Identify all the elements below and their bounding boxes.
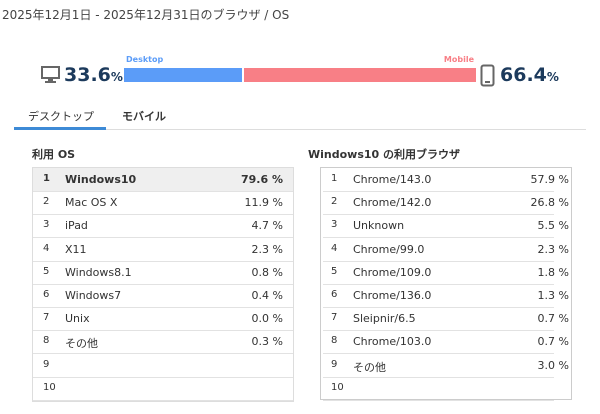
- table-row: 5 Chrome/109.0 1.8 %: [323, 261, 569, 285]
- table-row: 5 Windows8.1 0.8 %: [33, 261, 293, 285]
- rank: 1: [331, 173, 338, 184]
- desktop-label: Desktop: [126, 55, 164, 64]
- rank: 10: [43, 381, 56, 393]
- rank: 2: [43, 196, 50, 208]
- table-row: 7 Sleipnir/6.5 0.7 %: [323, 307, 569, 332]
- rank: 6: [331, 289, 338, 300]
- value: 79.6 %: [241, 173, 283, 186]
- mobile-value: 66.4: [500, 64, 547, 86]
- section-title: Windows10 の利用ブラウザ: [308, 148, 461, 161]
- rank: 3: [331, 219, 338, 231]
- rank: 8: [331, 335, 338, 347]
- name: Chrome/99.0: [353, 242, 425, 256]
- table-row: 2 Mac OS X 11.9 %: [33, 191, 293, 216]
- browser-table: 1 Chrome/143.0 57.9 % 2 Chrome/142.0 26.8 % 3 U…: [320, 167, 572, 401]
- rank: 5: [43, 265, 50, 277]
- mobile-share: 66.4%: [500, 64, 559, 86]
- table-row: 8 Chrome/103.0 0.7 %: [323, 330, 569, 355]
- name: Unknown: [353, 219, 405, 233]
- rank: 5: [331, 265, 338, 277]
- name: Windows8.1: [65, 265, 132, 279]
- rank: 7: [43, 312, 50, 324]
- name: その他: [353, 360, 386, 374]
- table-row: 3 Unknown 5.5 %: [323, 214, 569, 239]
- table-row: 7 Unix 0.0 %: [33, 307, 293, 332]
- desktop-bar: [124, 68, 242, 82]
- table-row: 1 Windows10 79.6 %: [33, 168, 293, 192]
- name: Chrome/103.0: [353, 335, 432, 349]
- value: 1.8 %: [537, 265, 569, 279]
- table-row: 4 Chrome/99.0 2.3 %: [323, 238, 569, 262]
- name: Chrome/143.0: [353, 173, 432, 186]
- desktop-share: 33.6%: [64, 64, 123, 86]
- tab-indicator: [14, 127, 106, 130]
- value: 57.9 %: [530, 173, 569, 186]
- name: Windows7: [65, 289, 122, 302]
- name: X11: [65, 242, 87, 256]
- value: 0.8 %: [251, 265, 283, 279]
- value: 0.0 %: [251, 312, 283, 326]
- rank: 4: [331, 242, 338, 254]
- value: 11.9 %: [244, 196, 283, 210]
- table-row: 6 Windows7 0.4 %: [33, 284, 293, 308]
- name: Mac OS X: [65, 196, 118, 210]
- name: Chrome/142.0: [353, 196, 432, 210]
- unit: %: [546, 70, 559, 84]
- rank: 2: [331, 196, 338, 208]
- value: 3.0 %: [537, 358, 569, 372]
- desktop-value: 33.6: [64, 64, 111, 86]
- value: 0.7 %: [537, 335, 569, 349]
- rank: 7: [331, 312, 338, 324]
- table-row: 2 Chrome/142.0 26.8 %: [323, 191, 569, 216]
- rank: 10: [331, 381, 344, 393]
- rank: 4: [43, 242, 50, 254]
- unit: %: [110, 70, 123, 84]
- mobile-label: Mobile: [443, 55, 474, 64]
- rank: 8: [43, 335, 50, 347]
- os-table: 1 Windows10 79.6 % 2 Mac OS X 11.9 % 3 iPad 4.7 …: [32, 167, 294, 402]
- table-row: 4 X11 2.3 %: [33, 238, 293, 262]
- rank: 9: [331, 358, 338, 370]
- value: 26.8 %: [530, 196, 569, 210]
- monitor-icon: [41, 66, 60, 83]
- name: Chrome/109.0: [353, 265, 432, 279]
- tab[interactable]: デスクトップ: [28, 110, 94, 123]
- value: 1.3 %: [537, 289, 569, 302]
- value: 0.4 %: [251, 289, 283, 302]
- rank: 6: [43, 289, 50, 300]
- value: 0.3 %: [251, 335, 283, 349]
- table-row: 9 その他 3.0 %: [323, 354, 569, 378]
- page-title: 2025年12月1日 - 2025年12月31日のブラウザ / OS: [2, 8, 290, 22]
- value: 2.3 %: [251, 242, 283, 256]
- name: Unix: [65, 312, 90, 326]
- tab-divider: [14, 129, 586, 130]
- rank: 9: [43, 358, 50, 370]
- phone-icon: [480, 64, 495, 87]
- section-title: 利用 OS: [32, 148, 76, 161]
- value: 2.3 %: [537, 242, 569, 256]
- table-row: 6 Chrome/136.0 1.3 %: [323, 284, 569, 308]
- rank: 1: [43, 173, 50, 184]
- rank: 3: [43, 219, 50, 231]
- name: iPad: [65, 219, 88, 233]
- tab[interactable]: モバイル: [122, 110, 166, 123]
- table-row: 8 その他 0.3 %: [33, 330, 293, 355]
- table-row: 9: [33, 354, 293, 378]
- value: 4.7 %: [251, 219, 283, 233]
- value: 0.7 %: [537, 312, 569, 326]
- table-row: 3 iPad 4.7 %: [33, 214, 293, 239]
- mobile-bar: [243, 68, 476, 82]
- name: Sleipnir/6.5: [353, 312, 416, 326]
- value: 5.5 %: [537, 219, 569, 233]
- share-bar: Desktop Mobile: [124, 55, 476, 85]
- table-row: 10: [33, 377, 293, 401]
- name: その他: [65, 337, 98, 351]
- table-row: 10: [323, 377, 554, 401]
- table-row: 1 Chrome/143.0 57.9 %: [323, 168, 569, 192]
- name: Windows10: [65, 173, 137, 186]
- name: Chrome/136.0: [353, 289, 432, 302]
